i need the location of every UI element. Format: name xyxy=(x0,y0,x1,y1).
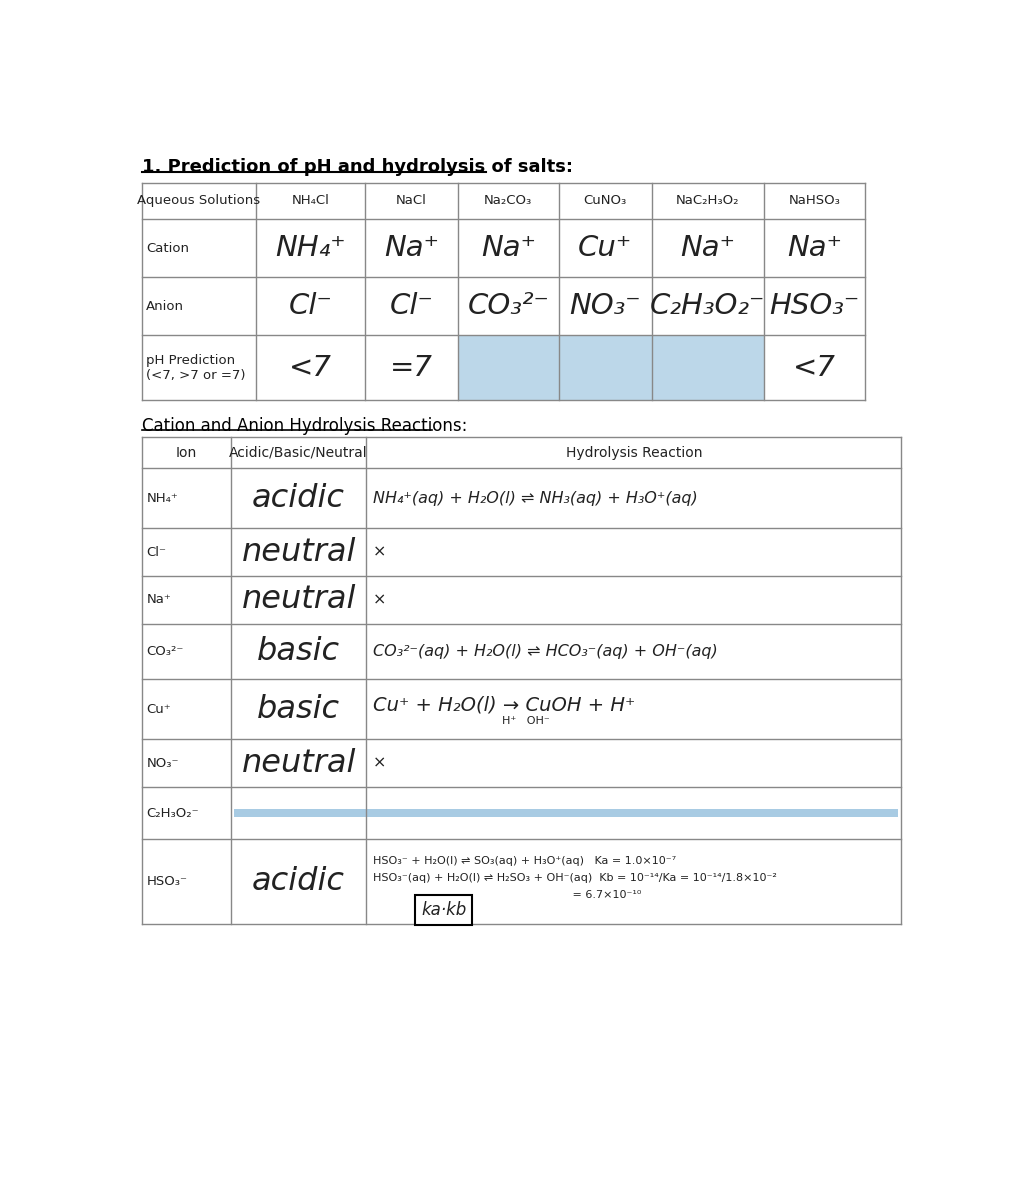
Text: Anion: Anion xyxy=(146,300,184,312)
Bar xyxy=(559,335,652,401)
Text: acidic: acidic xyxy=(252,482,345,514)
Text: C₂H₃O₂⁻: C₂H₃O₂⁻ xyxy=(650,292,765,320)
Text: CO₃²⁻: CO₃²⁻ xyxy=(146,644,184,658)
Text: neutral: neutral xyxy=(241,584,356,616)
Text: =7: =7 xyxy=(390,354,433,382)
Text: HSO₃⁻ + H₂O(l) ⇌ SO₃(aq) + H₃O⁺(aq)   Ka = 1.0×10⁻⁷: HSO₃⁻ + H₂O(l) ⇌ SO₃(aq) + H₃O⁺(aq) Ka =… xyxy=(373,857,676,866)
Text: CO₃²⁻(aq) + H₂O(l) ⇌ HCO₃⁻(aq) + OH⁻(aq): CO₃²⁻(aq) + H₂O(l) ⇌ HCO₃⁻(aq) + OH⁻(aq) xyxy=(373,644,717,659)
Bar xyxy=(458,335,559,401)
Text: Cl⁻: Cl⁻ xyxy=(288,292,332,320)
Text: Hydrolysis Reaction: Hydrolysis Reaction xyxy=(565,445,702,460)
Text: Acidic/Basic/Neutral: Acidic/Basic/Neutral xyxy=(229,445,368,460)
Text: Ion: Ion xyxy=(176,445,197,460)
Text: NH₄⁺: NH₄⁺ xyxy=(146,492,178,505)
Text: basic: basic xyxy=(258,636,340,667)
Text: ×: × xyxy=(373,593,386,607)
Text: Na⁺: Na⁺ xyxy=(681,234,736,263)
Text: <7: <7 xyxy=(793,354,836,382)
Text: ×: × xyxy=(373,545,386,559)
Text: Cu⁺: Cu⁺ xyxy=(146,703,171,715)
Text: Cl⁻: Cl⁻ xyxy=(146,546,167,559)
Text: ×: × xyxy=(373,756,386,770)
Text: NaHSO₃: NaHSO₃ xyxy=(788,194,840,208)
Text: Na⁺: Na⁺ xyxy=(146,593,171,606)
Text: ka·kb: ka·kb xyxy=(421,901,467,919)
Text: Na⁺: Na⁺ xyxy=(787,234,842,263)
Text: NO₃⁻: NO₃⁻ xyxy=(146,756,179,769)
Text: H⁺   OH⁻: H⁺ OH⁻ xyxy=(502,716,550,726)
Text: Cu⁺: Cu⁺ xyxy=(578,234,633,263)
Text: Cation: Cation xyxy=(146,242,189,254)
Text: <7: <7 xyxy=(289,354,332,382)
Text: acidic: acidic xyxy=(252,866,345,898)
Text: 1. Prediction of pH and hydrolysis of salts:: 1. Prediction of pH and hydrolysis of sa… xyxy=(142,158,572,176)
Text: NaCl: NaCl xyxy=(396,194,427,208)
Text: HSO₃⁻: HSO₃⁻ xyxy=(770,292,860,320)
Bar xyxy=(652,335,764,401)
Text: C₂H₃O₂⁻: C₂H₃O₂⁻ xyxy=(146,806,199,820)
Text: Na⁺: Na⁺ xyxy=(384,234,438,263)
Text: CO₃²⁻: CO₃²⁻ xyxy=(467,292,549,320)
Text: Cu⁺ + H₂O(l) → CuOH + H⁺: Cu⁺ + H₂O(l) → CuOH + H⁺ xyxy=(373,695,635,714)
Text: Na₂CO₃: Na₂CO₃ xyxy=(484,194,532,208)
Text: CuNO₃: CuNO₃ xyxy=(584,194,626,208)
Text: Cl⁻: Cl⁻ xyxy=(389,292,433,320)
Text: NH₄⁺(aq) + H₂O(l) ⇌ NH₃(aq) + H₃O⁺(aq): NH₄⁺(aq) + H₂O(l) ⇌ NH₃(aq) + H₃O⁺(aq) xyxy=(373,491,697,505)
Text: pH Prediction
(<7, >7 or =7): pH Prediction (<7, >7 or =7) xyxy=(146,354,246,382)
Text: HSO₃⁻(aq) + H₂O(l) ⇌ H₂SO₃ + OH⁻(aq)  Kb = 10⁻¹⁴/Ka = 10⁻¹⁴/1.8×10⁻²: HSO₃⁻(aq) + H₂O(l) ⇌ H₂SO₃ + OH⁻(aq) Kb … xyxy=(373,874,777,883)
Bar xyxy=(234,809,898,817)
Text: neutral: neutral xyxy=(241,536,356,568)
Text: NaC₂H₃O₂: NaC₂H₃O₂ xyxy=(677,194,740,208)
Text: Na⁺: Na⁺ xyxy=(480,234,536,263)
Text: HSO₃⁻: HSO₃⁻ xyxy=(146,875,187,888)
Text: Cation and Anion Hydrolysis Reactions:: Cation and Anion Hydrolysis Reactions: xyxy=(142,418,467,436)
Text: basic: basic xyxy=(258,694,340,725)
Text: Aqueous Solutions: Aqueous Solutions xyxy=(138,194,261,208)
Text: = 6.7×10⁻¹⁰: = 6.7×10⁻¹⁰ xyxy=(373,890,641,900)
Text: neutral: neutral xyxy=(241,748,356,779)
Text: NO₃⁻: NO₃⁻ xyxy=(569,292,641,320)
Text: NH₄⁺: NH₄⁺ xyxy=(275,234,346,263)
Text: NH₄Cl: NH₄Cl xyxy=(291,194,329,208)
